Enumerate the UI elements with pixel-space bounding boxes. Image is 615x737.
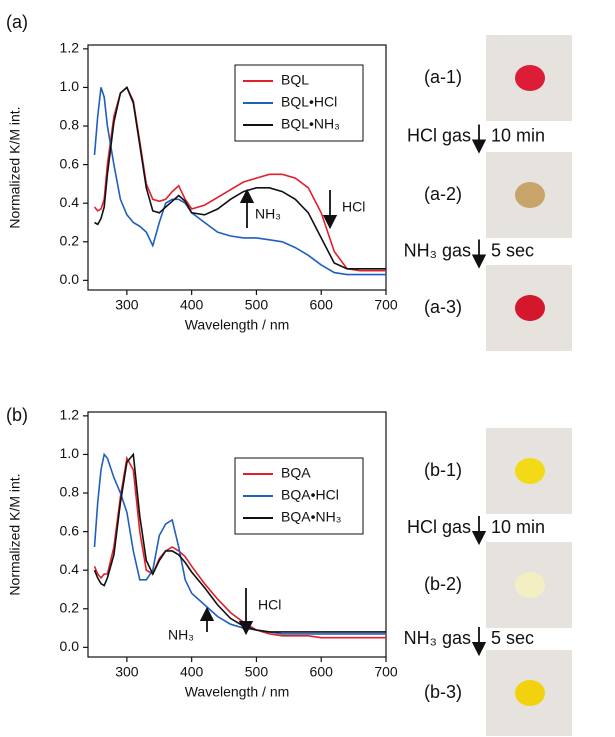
plot-frame (87, 411, 387, 658)
series-line (93, 87, 386, 276)
y-tick-label: 0.0 (60, 271, 80, 287)
x-axis-label: Wavelength / nm (185, 684, 290, 700)
step-gas: HCl gas (407, 517, 471, 537)
x-tick-label: 700 (374, 297, 398, 313)
sample-spot (515, 458, 545, 484)
photo-label: (b-2) (424, 574, 462, 594)
y-tick-label: 0.2 (60, 232, 80, 248)
series-line (93, 452, 386, 633)
photo-label: (b-3) (424, 682, 462, 702)
annotation: NH₃ (255, 206, 281, 222)
annotation: NH₃ (168, 627, 194, 643)
y-tick-label: 0.8 (60, 484, 80, 500)
y-tick-label: 0.8 (60, 117, 80, 133)
y-axis-label: Normalized K/M int. (7, 106, 23, 228)
series-line (93, 452, 386, 635)
legend-label: BQL•HCl (281, 94, 337, 110)
x-tick-label: 300 (115, 664, 139, 680)
panel-label: (b) (6, 405, 28, 425)
legend-label: BQA•HCl (281, 487, 339, 503)
y-tick-label: 0.6 (60, 522, 80, 538)
y-tick-label: 0.4 (60, 194, 80, 210)
photo-label: (a-2) (424, 184, 462, 204)
photo-label: (a-3) (424, 297, 462, 317)
panel-label: (a) (6, 12, 28, 32)
sample-spot (515, 680, 545, 706)
sample-spot (515, 572, 545, 598)
step-time: 10 min (491, 517, 545, 537)
photo-label: (b-1) (424, 460, 462, 480)
x-tick-label: 500 (245, 297, 269, 313)
step-gas: NH₃ gas (404, 240, 471, 260)
photo-label: (a-1) (424, 67, 462, 87)
sample-spot (515, 65, 545, 91)
y-tick-label: 0.4 (60, 561, 80, 577)
x-tick-label: 400 (180, 297, 204, 313)
x-tick-label: 600 (310, 664, 334, 680)
y-tick-label: 1.0 (60, 445, 80, 461)
x-tick-label: 400 (180, 664, 204, 680)
step-time: 10 min (491, 125, 545, 145)
series-line (93, 455, 386, 639)
y-axis-label: Normalized K/M int. (7, 473, 23, 595)
legend-label: BQL•NH₃ (281, 116, 340, 132)
sample-spot (515, 295, 545, 321)
legend: BQA BQA•HCl BQA•NH₃ (234, 457, 364, 535)
y-tick-label: 0.0 (60, 638, 80, 654)
legend: BQL BQL•HCl BQL•NH₃ (234, 64, 364, 142)
series-line (93, 86, 386, 272)
sample-spot (515, 182, 545, 208)
step-time: 5 sec (491, 628, 534, 648)
legend-label: BQA (281, 465, 311, 481)
y-tick-label: 1.2 (60, 407, 80, 423)
step-gas: HCl gas (407, 125, 471, 145)
y-tick-label: 0.2 (60, 599, 80, 615)
y-tick-label: 1.0 (60, 78, 80, 94)
x-axis-label: Wavelength / nm (185, 317, 290, 333)
y-tick-label: 0.6 (60, 155, 80, 171)
series-line (94, 86, 386, 270)
x-tick-label: 500 (245, 664, 269, 680)
step-time: 5 sec (491, 240, 534, 260)
plot-frame (87, 44, 387, 291)
annotation: HCl (258, 597, 281, 613)
x-tick-label: 300 (115, 297, 139, 313)
y-tick-label: 1.2 (60, 40, 80, 56)
legend-label: BQL (281, 72, 309, 88)
step-gas: NH₃ gas (404, 628, 471, 648)
x-tick-label: 700 (374, 664, 398, 680)
x-tick-label: 600 (310, 297, 334, 313)
legend-label: BQA•NH₃ (281, 509, 341, 525)
annotation: HCl (342, 199, 365, 215)
